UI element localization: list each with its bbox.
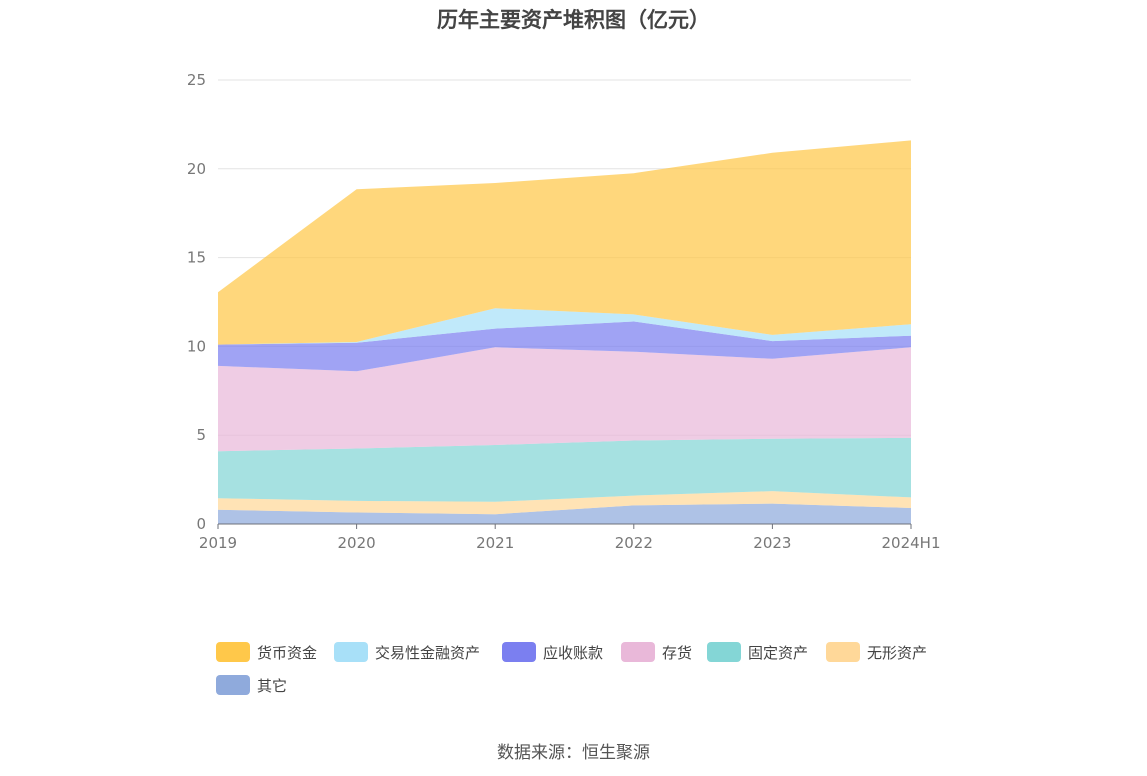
- x-tick-label: 2020: [338, 534, 376, 552]
- x-tick-label: 2023: [753, 534, 791, 552]
- data-source-note: 数据来源：恒生聚源: [497, 743, 650, 763]
- y-tick-label: 15: [187, 249, 206, 267]
- stacked-area-chart: 0 5 10 15 20 25 2019 2020 2021 2022 2023 2024H1: [187, 71, 941, 552]
- area-series-6: [218, 140, 911, 345]
- legend-label: 存货: [662, 643, 693, 662]
- area-series-0: [218, 503, 911, 524]
- x-tick-label: 2019: [199, 534, 237, 552]
- legend-item[interactable]: 货币资金: [216, 640, 317, 664]
- area-series-4: [218, 321, 911, 372]
- legend-swatch: [502, 642, 536, 662]
- y-tick-label: 0: [196, 515, 206, 533]
- x-tick-label: 2024H1: [882, 534, 941, 552]
- area-series-1: [218, 491, 911, 515]
- y-tick-label: 10: [187, 337, 206, 355]
- area-series-5: [218, 308, 911, 345]
- legend-label: 无形资产: [867, 643, 928, 662]
- legend-label: 交易性金融资产: [375, 643, 481, 662]
- legend-swatch: [707, 642, 741, 662]
- legend-item[interactable]: 其它: [216, 673, 287, 697]
- area-series-2: [218, 437, 911, 502]
- legend-swatch: [216, 675, 250, 695]
- legend-swatch: [334, 642, 368, 662]
- y-tick-label: 25: [187, 71, 206, 89]
- legend-item[interactable]: 交易性金融资产: [334, 640, 480, 664]
- legend-swatch: [621, 642, 655, 662]
- legend-label: 固定资产: [748, 643, 809, 662]
- y-tick-label: 20: [187, 160, 206, 178]
- chart-title: 历年主要资产堆积图（亿元）: [437, 8, 710, 32]
- x-tick-label: 2022: [615, 534, 653, 552]
- area-series-3: [218, 347, 911, 452]
- y-tick-label: 5: [196, 426, 206, 444]
- legend-item[interactable]: 存货: [621, 640, 692, 664]
- legend-item[interactable]: 应收账款: [502, 640, 603, 664]
- legend-swatch: [826, 642, 860, 662]
- legend-label: 应收账款: [543, 643, 604, 662]
- legend-label: 其它: [257, 676, 288, 695]
- x-tick-label: 2021: [476, 534, 514, 552]
- legend-item[interactable]: 固定资产: [707, 640, 808, 664]
- legend-swatch: [216, 642, 250, 662]
- legend-label: 货币资金: [257, 643, 318, 662]
- legend-item[interactable]: 无形资产: [826, 640, 927, 664]
